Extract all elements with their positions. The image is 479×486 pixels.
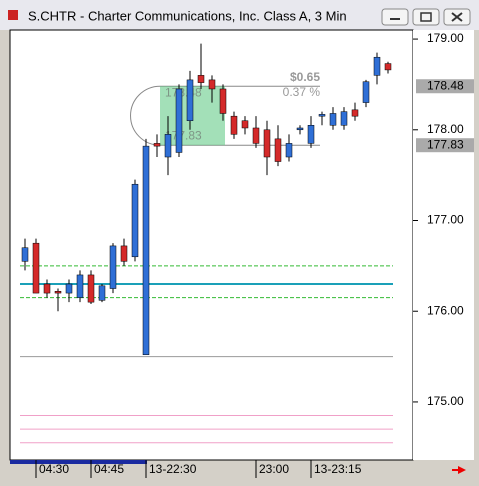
candle-body — [76, 274, 84, 298]
candle-body — [65, 283, 73, 294]
x-tick-label: 23:00 — [259, 462, 289, 476]
window-title: S.CHTR - Charter Communications, Inc. Cl… — [28, 8, 347, 23]
x-tick-label: 13-23:15 — [314, 462, 362, 476]
candle-body — [21, 247, 29, 262]
close-icon — [451, 12, 463, 22]
scroll-bar — [10, 460, 147, 464]
candle-body — [54, 291, 62, 294]
candle-body — [373, 56, 381, 76]
price-marker — [416, 79, 474, 94]
scroll-arrow[interactable] — [452, 466, 466, 474]
measure-percent: 0.37 % — [283, 85, 321, 99]
y-tick-label: 178.00 — [427, 122, 464, 136]
candle-body — [384, 63, 392, 71]
candle-body — [274, 138, 282, 162]
price-marker-label: 177.83 — [427, 137, 464, 151]
candle-body — [153, 143, 161, 147]
maximize-icon — [420, 12, 432, 22]
window-buttons[interactable] — [381, 8, 471, 26]
candle-body — [230, 115, 238, 135]
price-marker-label: 178.48 — [427, 78, 464, 92]
y-tick-label: 175.00 — [427, 394, 464, 408]
candle-body — [98, 285, 106, 301]
price-marker — [416, 138, 474, 153]
candle-body — [318, 114, 326, 117]
candle-body — [142, 145, 150, 356]
candle-body — [43, 283, 51, 294]
minimize-button[interactable] — [381, 8, 409, 26]
y-tick-label: 177.00 — [427, 213, 464, 227]
candle-body — [296, 127, 304, 131]
x-tick-label: 13-22:30 — [149, 462, 197, 476]
candle-body — [109, 245, 117, 289]
candle-body — [120, 245, 128, 262]
candle-body — [87, 274, 95, 303]
maximize-button[interactable] — [412, 8, 440, 26]
y-tick-label: 176.00 — [427, 303, 464, 317]
candle-body — [164, 134, 172, 158]
app-icon — [8, 10, 18, 20]
x-tick-label: 04:30 — [39, 462, 69, 476]
measure-change: $0.65 — [290, 70, 320, 84]
candle-body — [197, 75, 205, 83]
candle-body — [252, 127, 260, 144]
candle-body — [241, 120, 249, 129]
candle-body — [351, 109, 359, 117]
candle-body — [219, 88, 227, 114]
measure-to-label: 178.48 — [165, 85, 202, 99]
y-tick-label: 179.00 — [427, 31, 464, 45]
candle-body — [32, 242, 40, 294]
x-tick-label: 04:45 — [94, 462, 124, 476]
measure-outline — [130, 85, 320, 146]
candle-body — [131, 183, 139, 258]
candle-body — [186, 79, 194, 121]
candle-body — [362, 81, 370, 103]
candle-body — [329, 113, 337, 126]
candle-body — [263, 129, 271, 158]
candle-body — [208, 79, 216, 90]
y-axis-area — [413, 30, 474, 460]
candle-body — [307, 125, 315, 144]
measure-from-label: 177.83 — [165, 128, 202, 142]
candle-body — [175, 88, 183, 153]
candle-body — [285, 143, 293, 158]
candle-body — [340, 111, 348, 126]
